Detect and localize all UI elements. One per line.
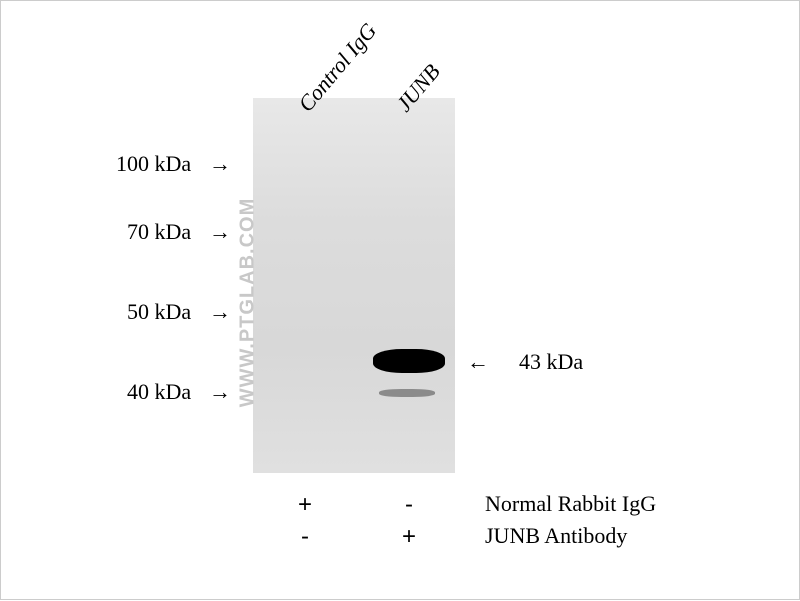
mw-label-70: 70 kDa <box>127 219 191 245</box>
legend-label-row2: JUNB Antibody <box>485 523 627 549</box>
mw-label-100: 100 kDa <box>116 151 191 177</box>
arrow-icon: → <box>209 379 231 405</box>
arrow-icon: ← <box>467 349 489 375</box>
mw-label-40: 40 kDa <box>127 379 191 405</box>
junb-band-main <box>373 349 445 373</box>
watermark: WWW.PTGLAB.COM <box>236 198 259 408</box>
blot-membrane <box>253 98 455 473</box>
legend-lane1-row2: - <box>295 523 315 551</box>
result-band-label: 43 kDa <box>519 349 583 375</box>
arrow-icon: → <box>209 151 231 177</box>
junb-band-secondary <box>379 389 435 397</box>
legend-label-row1: Normal Rabbit IgG <box>485 491 656 517</box>
mw-label-50: 50 kDa <box>127 299 191 325</box>
legend-lane2-row1: - <box>399 491 419 519</box>
arrow-icon: → <box>209 219 231 245</box>
legend-lane1-row1: + <box>295 491 315 519</box>
legend-lane2-row2: + <box>399 523 419 551</box>
arrow-icon: → <box>209 299 231 325</box>
figure-container: WWW.PTGLAB.COM Control IgG JUNB 100 kDa … <box>1 1 800 601</box>
